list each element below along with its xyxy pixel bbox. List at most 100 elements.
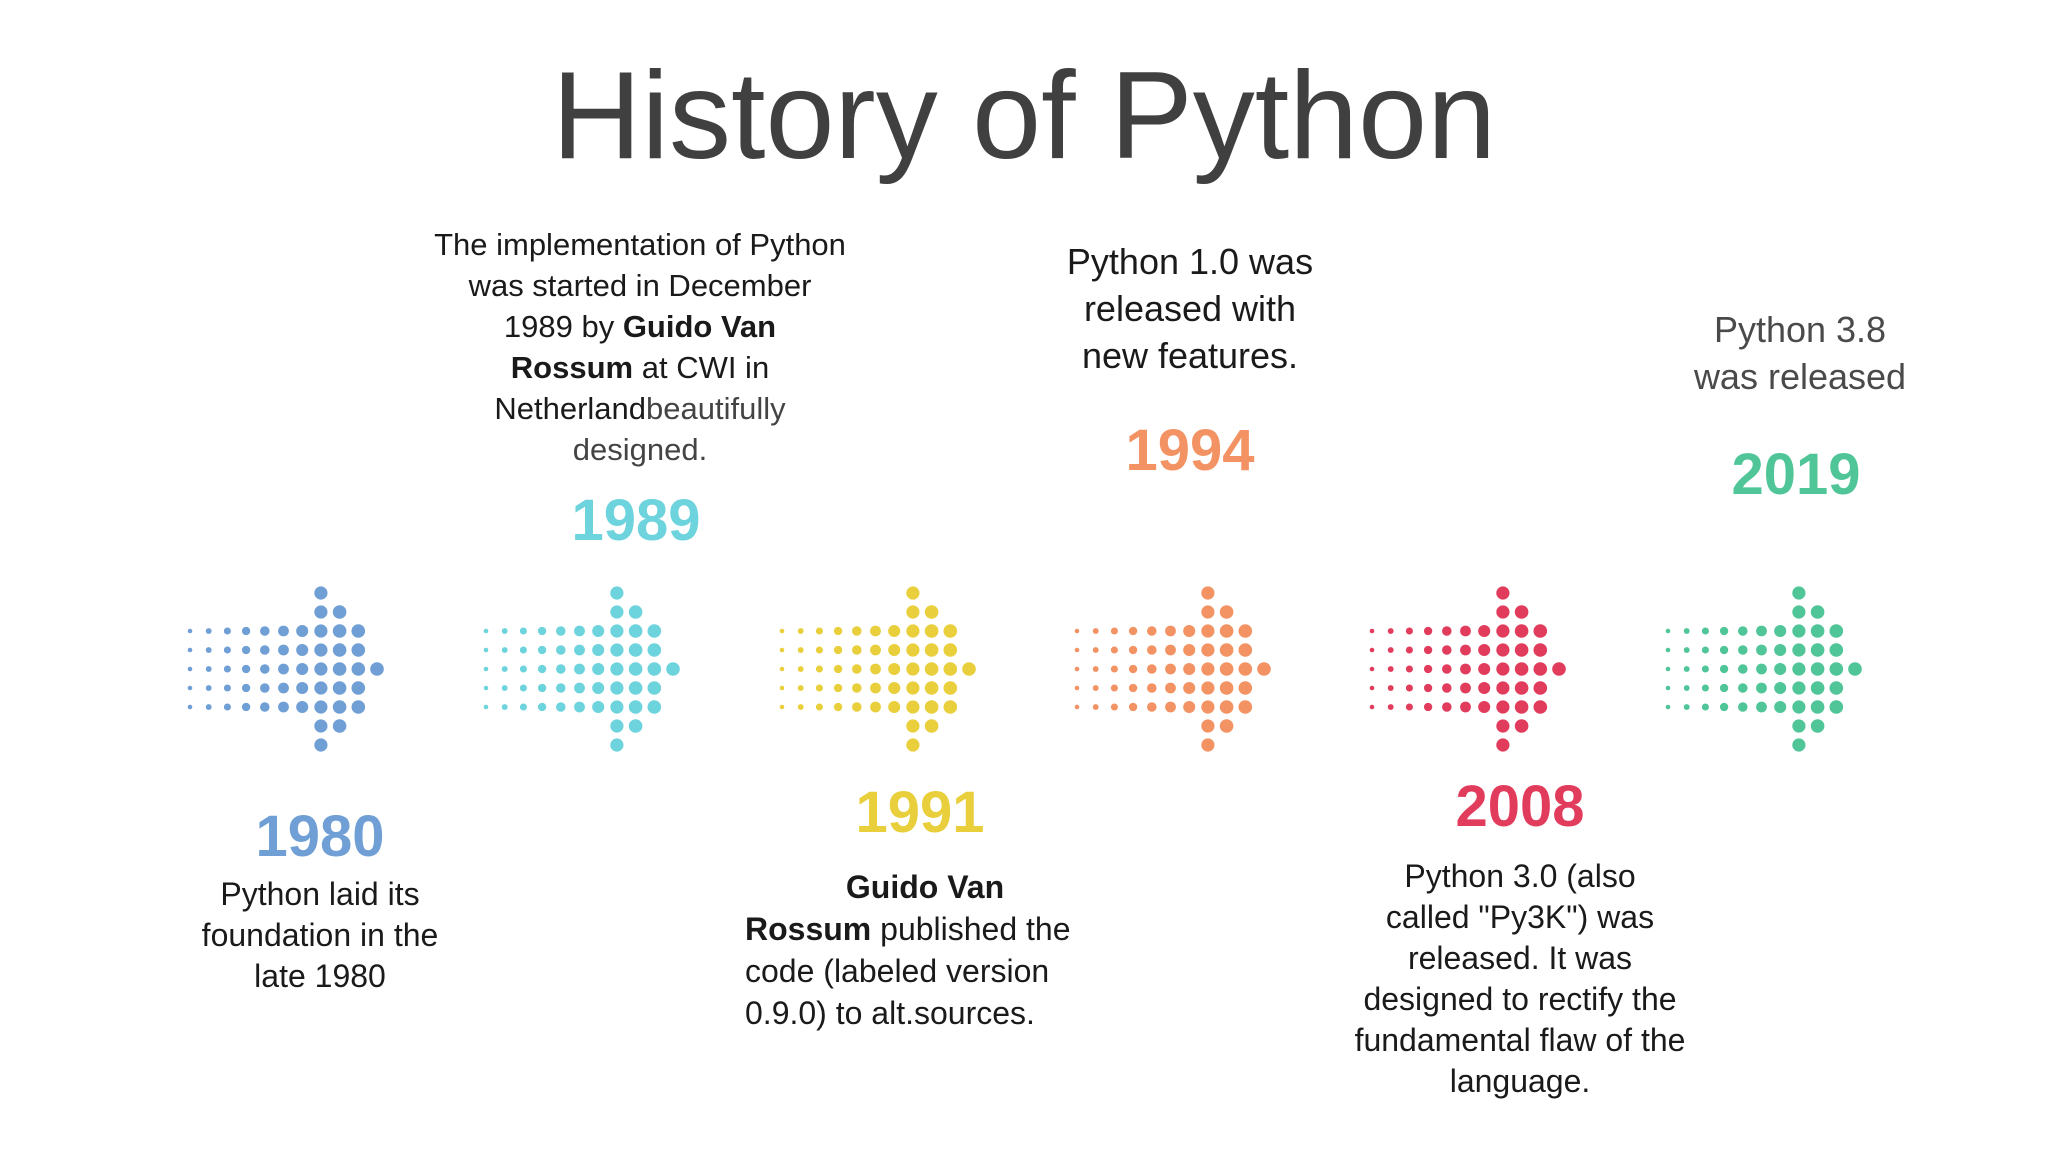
arrow-dot bbox=[628, 681, 643, 695]
arrow-dot bbox=[1756, 663, 1767, 675]
arrow-dot bbox=[924, 605, 939, 619]
year-1991: 1991 bbox=[855, 780, 985, 845]
arrow-dot bbox=[870, 682, 881, 694]
arrow-dot bbox=[314, 624, 328, 638]
arrow-dot bbox=[1665, 704, 1671, 710]
arrow-dot bbox=[1238, 624, 1253, 638]
arrow-dot bbox=[1128, 645, 1138, 655]
arrow-dot bbox=[1533, 681, 1548, 695]
arrow-dot bbox=[1092, 647, 1099, 653]
arrow-dot bbox=[314, 662, 328, 676]
arrow-dot bbox=[1774, 681, 1787, 695]
arrow-dot bbox=[1810, 624, 1825, 638]
arrow-dot bbox=[1423, 683, 1433, 693]
arrow-dot bbox=[1147, 645, 1157, 655]
arrow-dot bbox=[628, 605, 643, 619]
arrow-dot bbox=[1478, 643, 1491, 657]
arrow-dot bbox=[1774, 700, 1787, 714]
arrow-dot bbox=[574, 701, 585, 713]
arrow-dot bbox=[1496, 662, 1510, 676]
arrow-dot bbox=[501, 647, 508, 653]
arrow-dot bbox=[1514, 624, 1529, 638]
arrow-dot bbox=[610, 681, 624, 695]
arrow-1980 bbox=[187, 586, 384, 752]
arrow-dot bbox=[1387, 628, 1394, 634]
arrow-dot bbox=[1496, 700, 1510, 714]
arrow-dot bbox=[1478, 624, 1491, 638]
arrow-dot bbox=[574, 625, 585, 637]
arrow-dot bbox=[610, 662, 624, 676]
arrow-dot bbox=[187, 647, 193, 653]
arrow-dot bbox=[1074, 704, 1080, 710]
year-1980: 1980 bbox=[255, 804, 385, 869]
arrow-dot bbox=[205, 685, 212, 691]
arrow-dot bbox=[1552, 662, 1566, 676]
arrow-dot bbox=[1478, 681, 1491, 695]
arrow-dot bbox=[1092, 704, 1099, 710]
year-1994: 1994 bbox=[1125, 418, 1255, 483]
arrow-dot bbox=[797, 704, 804, 710]
arrow-dot bbox=[1810, 719, 1825, 733]
arrow-dot bbox=[1092, 685, 1099, 691]
arrow-dot bbox=[628, 700, 643, 714]
arrow-dot bbox=[1738, 702, 1748, 712]
arrow-dot bbox=[556, 626, 566, 636]
arrow-dot bbox=[314, 719, 328, 733]
arrow-dot bbox=[1719, 683, 1729, 693]
arrow-dot bbox=[1165, 663, 1176, 675]
arrow-dot bbox=[1701, 627, 1709, 635]
arrow-dot bbox=[1792, 624, 1806, 638]
arrow-dot bbox=[610, 624, 624, 638]
arrow-dot bbox=[537, 683, 547, 693]
arrow-dot bbox=[815, 665, 823, 673]
arrow-dot bbox=[1829, 681, 1844, 695]
arrow-dot bbox=[924, 681, 939, 695]
arrow-dot bbox=[943, 681, 958, 695]
arrow-dot bbox=[852, 626, 862, 636]
arrow-dot bbox=[351, 662, 366, 676]
arrow-dot bbox=[1774, 662, 1787, 676]
arrow-dot bbox=[1110, 703, 1118, 711]
arrow-dot bbox=[888, 700, 901, 714]
arrow-dot bbox=[260, 683, 270, 693]
arrow-dot bbox=[241, 702, 251, 712]
arrow-dot bbox=[1165, 644, 1176, 656]
arrow-dot bbox=[1369, 647, 1375, 653]
arrow-dot bbox=[1405, 665, 1413, 673]
arrow-dot bbox=[888, 681, 901, 695]
arrow-dot bbox=[610, 586, 624, 600]
arrow-dot bbox=[1201, 719, 1215, 733]
arrow-dot bbox=[1496, 624, 1510, 638]
arrow-dot bbox=[610, 719, 624, 733]
arrow-dot bbox=[1201, 700, 1215, 714]
arrow-dot bbox=[1514, 700, 1529, 714]
arrow-dot bbox=[1774, 643, 1787, 657]
arrow-dot bbox=[314, 681, 328, 695]
arrow-dot bbox=[1683, 704, 1690, 710]
arrow-dot bbox=[1147, 702, 1157, 712]
arrow-dot bbox=[1848, 662, 1862, 676]
arrow-dot bbox=[537, 626, 547, 636]
arrow-dot bbox=[1201, 738, 1215, 752]
arrow-dot bbox=[779, 647, 785, 653]
arrow-dot bbox=[1738, 645, 1748, 655]
arrow-dot bbox=[852, 702, 862, 712]
arrow-dot bbox=[1238, 643, 1253, 657]
arrow-dot bbox=[1792, 662, 1806, 676]
arrow-dot bbox=[1829, 700, 1844, 714]
event-2008-description: Python 3.0 (also called "Py3K") was rele… bbox=[1354, 858, 1686, 1099]
arrow-dot bbox=[1719, 626, 1729, 636]
arrow-dot bbox=[260, 664, 270, 674]
arrow-dot bbox=[351, 624, 366, 638]
year-2008: 2008 bbox=[1455, 774, 1585, 839]
arrow-dot bbox=[1829, 662, 1844, 676]
arrow-dot bbox=[1201, 662, 1215, 676]
arrow-dot bbox=[647, 624, 662, 638]
arrow-dot bbox=[1074, 647, 1080, 653]
page-title: History of Python bbox=[551, 47, 1497, 185]
arrow-dot bbox=[1165, 682, 1176, 694]
arrow-dot bbox=[906, 586, 920, 600]
arrow-dot bbox=[906, 624, 920, 638]
arrow-dot bbox=[1423, 645, 1433, 655]
